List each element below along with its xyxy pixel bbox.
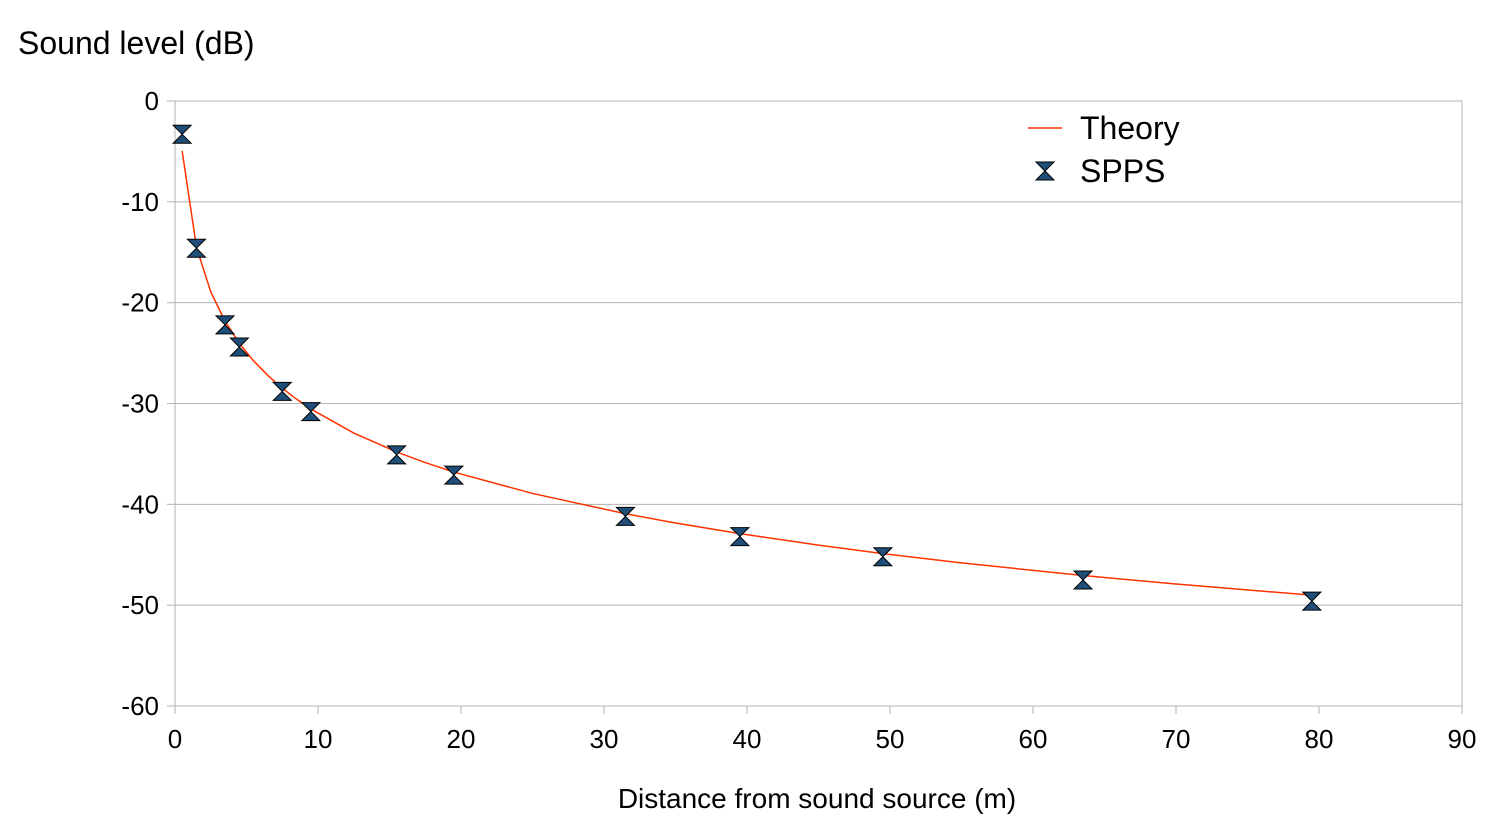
legend-spps-swatch — [1034, 161, 1056, 181]
x-tick-label: 70 — [1162, 724, 1191, 754]
spps-point — [214, 315, 236, 335]
x-tick-label: 30 — [590, 724, 619, 754]
spps-point — [443, 465, 465, 485]
series-spps — [171, 124, 1323, 611]
y-tick-label: 0 — [145, 86, 159, 116]
spps-point — [171, 124, 193, 144]
spps-point — [615, 506, 636, 526]
tick-layer: 0 -10 -20 -30 -40 -50 -60 0 10 20 30 40 50 60 70 80 90 — [121, 86, 1476, 754]
y-tick-label: -10 — [121, 187, 159, 217]
y-tick-label: -20 — [121, 288, 159, 318]
y-tick-label: -30 — [121, 389, 159, 419]
x-tick-label: 40 — [733, 724, 762, 754]
y-tick-label: -40 — [121, 489, 159, 519]
x-tick-label: 10 — [304, 724, 333, 754]
legend: Theory SPPS — [1028, 110, 1180, 189]
spps-point — [229, 337, 250, 357]
x-tick-label: 50 — [876, 724, 905, 754]
x-tick-label: 80 — [1305, 724, 1334, 754]
grid-layer — [175, 100, 1462, 707]
spps-point — [1301, 591, 1323, 611]
spps-point — [272, 381, 293, 401]
x-tick-label: 0 — [168, 724, 182, 754]
x-axis-title: Distance from sound source (m) — [618, 783, 1016, 814]
spps-point — [386, 445, 407, 465]
spps-point — [729, 527, 751, 547]
legend-label-spps: SPPS — [1080, 153, 1165, 189]
y-tick-label: -50 — [121, 590, 159, 620]
spps-point — [872, 547, 894, 567]
y-axis-title: Sound level (dB) — [18, 25, 255, 61]
x-tick-label: 90 — [1448, 724, 1477, 754]
spps-point — [300, 402, 322, 422]
y-tick-label: -60 — [121, 691, 159, 721]
series-layer — [171, 124, 1323, 611]
x-tick-label: 20 — [447, 724, 476, 754]
spps-point — [1072, 570, 1094, 590]
spps-point — [186, 238, 207, 258]
x-tick-label: 60 — [1019, 724, 1048, 754]
legend-label-theory: Theory — [1080, 110, 1180, 146]
